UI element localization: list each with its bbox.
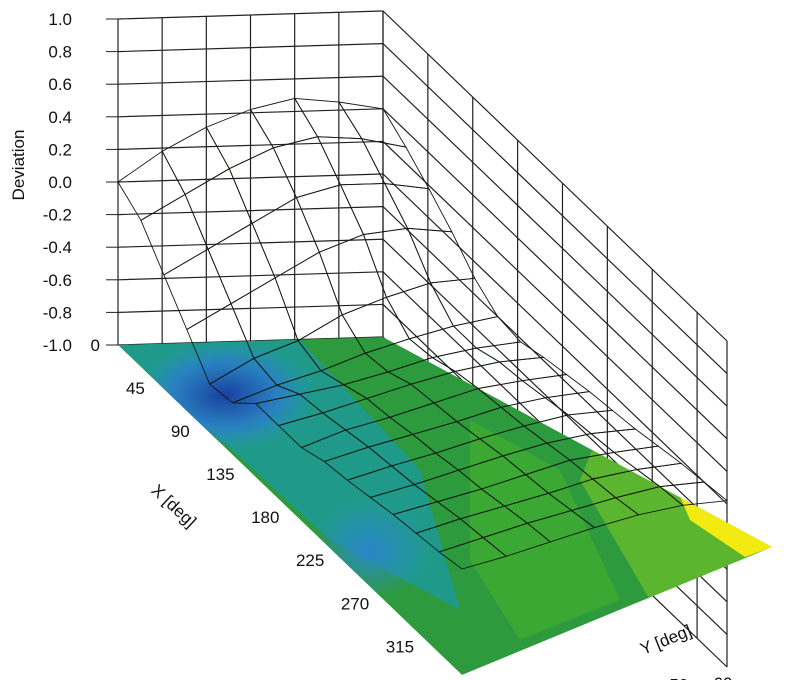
surface-cell — [438, 537, 508, 570]
x-tick-label: 135 — [206, 465, 234, 484]
x-tick-label: 45 — [126, 379, 145, 398]
z-tick-label: -0.4 — [43, 238, 72, 257]
x-tick-label: 90 — [171, 422, 190, 441]
floor-lightgreen-band — [580, 430, 772, 600]
z-tick-label: 0.6 — [48, 75, 72, 94]
y-tick-label: 30 — [581, 678, 600, 680]
x-tick-label: 225 — [296, 551, 324, 570]
surface-mesh — [117, 97, 729, 570]
x-axis-label: X [deg] — [148, 481, 200, 532]
y-tick-label: 50 — [669, 675, 688, 680]
z-tick-label: -1.0 — [43, 336, 72, 355]
x-tick-label: 270 — [341, 594, 369, 613]
z-tick-label: 0.0 — [48, 173, 72, 192]
z-tick-label: -0.2 — [43, 206, 72, 225]
x-tick-label: 315 — [386, 637, 414, 656]
y-tick-label: 40 — [625, 677, 644, 680]
floor-blue-spot-2 — [310, 500, 430, 600]
floor-contour — [118, 337, 772, 675]
z-tick-label: -0.8 — [43, 303, 72, 322]
z-tick-label: -0.6 — [43, 271, 72, 290]
z-tick-label: 0.4 — [48, 108, 72, 127]
z-tick-label: 0.2 — [48, 140, 72, 159]
z-tick-label: 1.0 — [48, 10, 72, 29]
y-axis-label: Y [deg] — [638, 621, 695, 659]
floor-green-band — [470, 420, 620, 640]
x-tick-label: 180 — [251, 508, 279, 527]
y-tick-label: 60 — [714, 674, 733, 680]
z-axis-label: Deviation — [9, 130, 28, 201]
x-tick-label: 0 — [91, 336, 100, 355]
floor-blue-spot-1 — [135, 340, 315, 450]
z-tick-label: 0.8 — [48, 43, 72, 62]
